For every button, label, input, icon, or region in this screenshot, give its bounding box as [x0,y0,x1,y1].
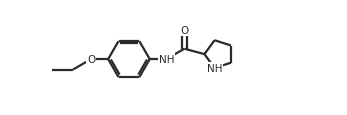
Text: NH: NH [207,63,222,73]
Text: NH: NH [159,55,174,65]
Text: O: O [180,26,188,36]
Text: O: O [87,55,95,65]
